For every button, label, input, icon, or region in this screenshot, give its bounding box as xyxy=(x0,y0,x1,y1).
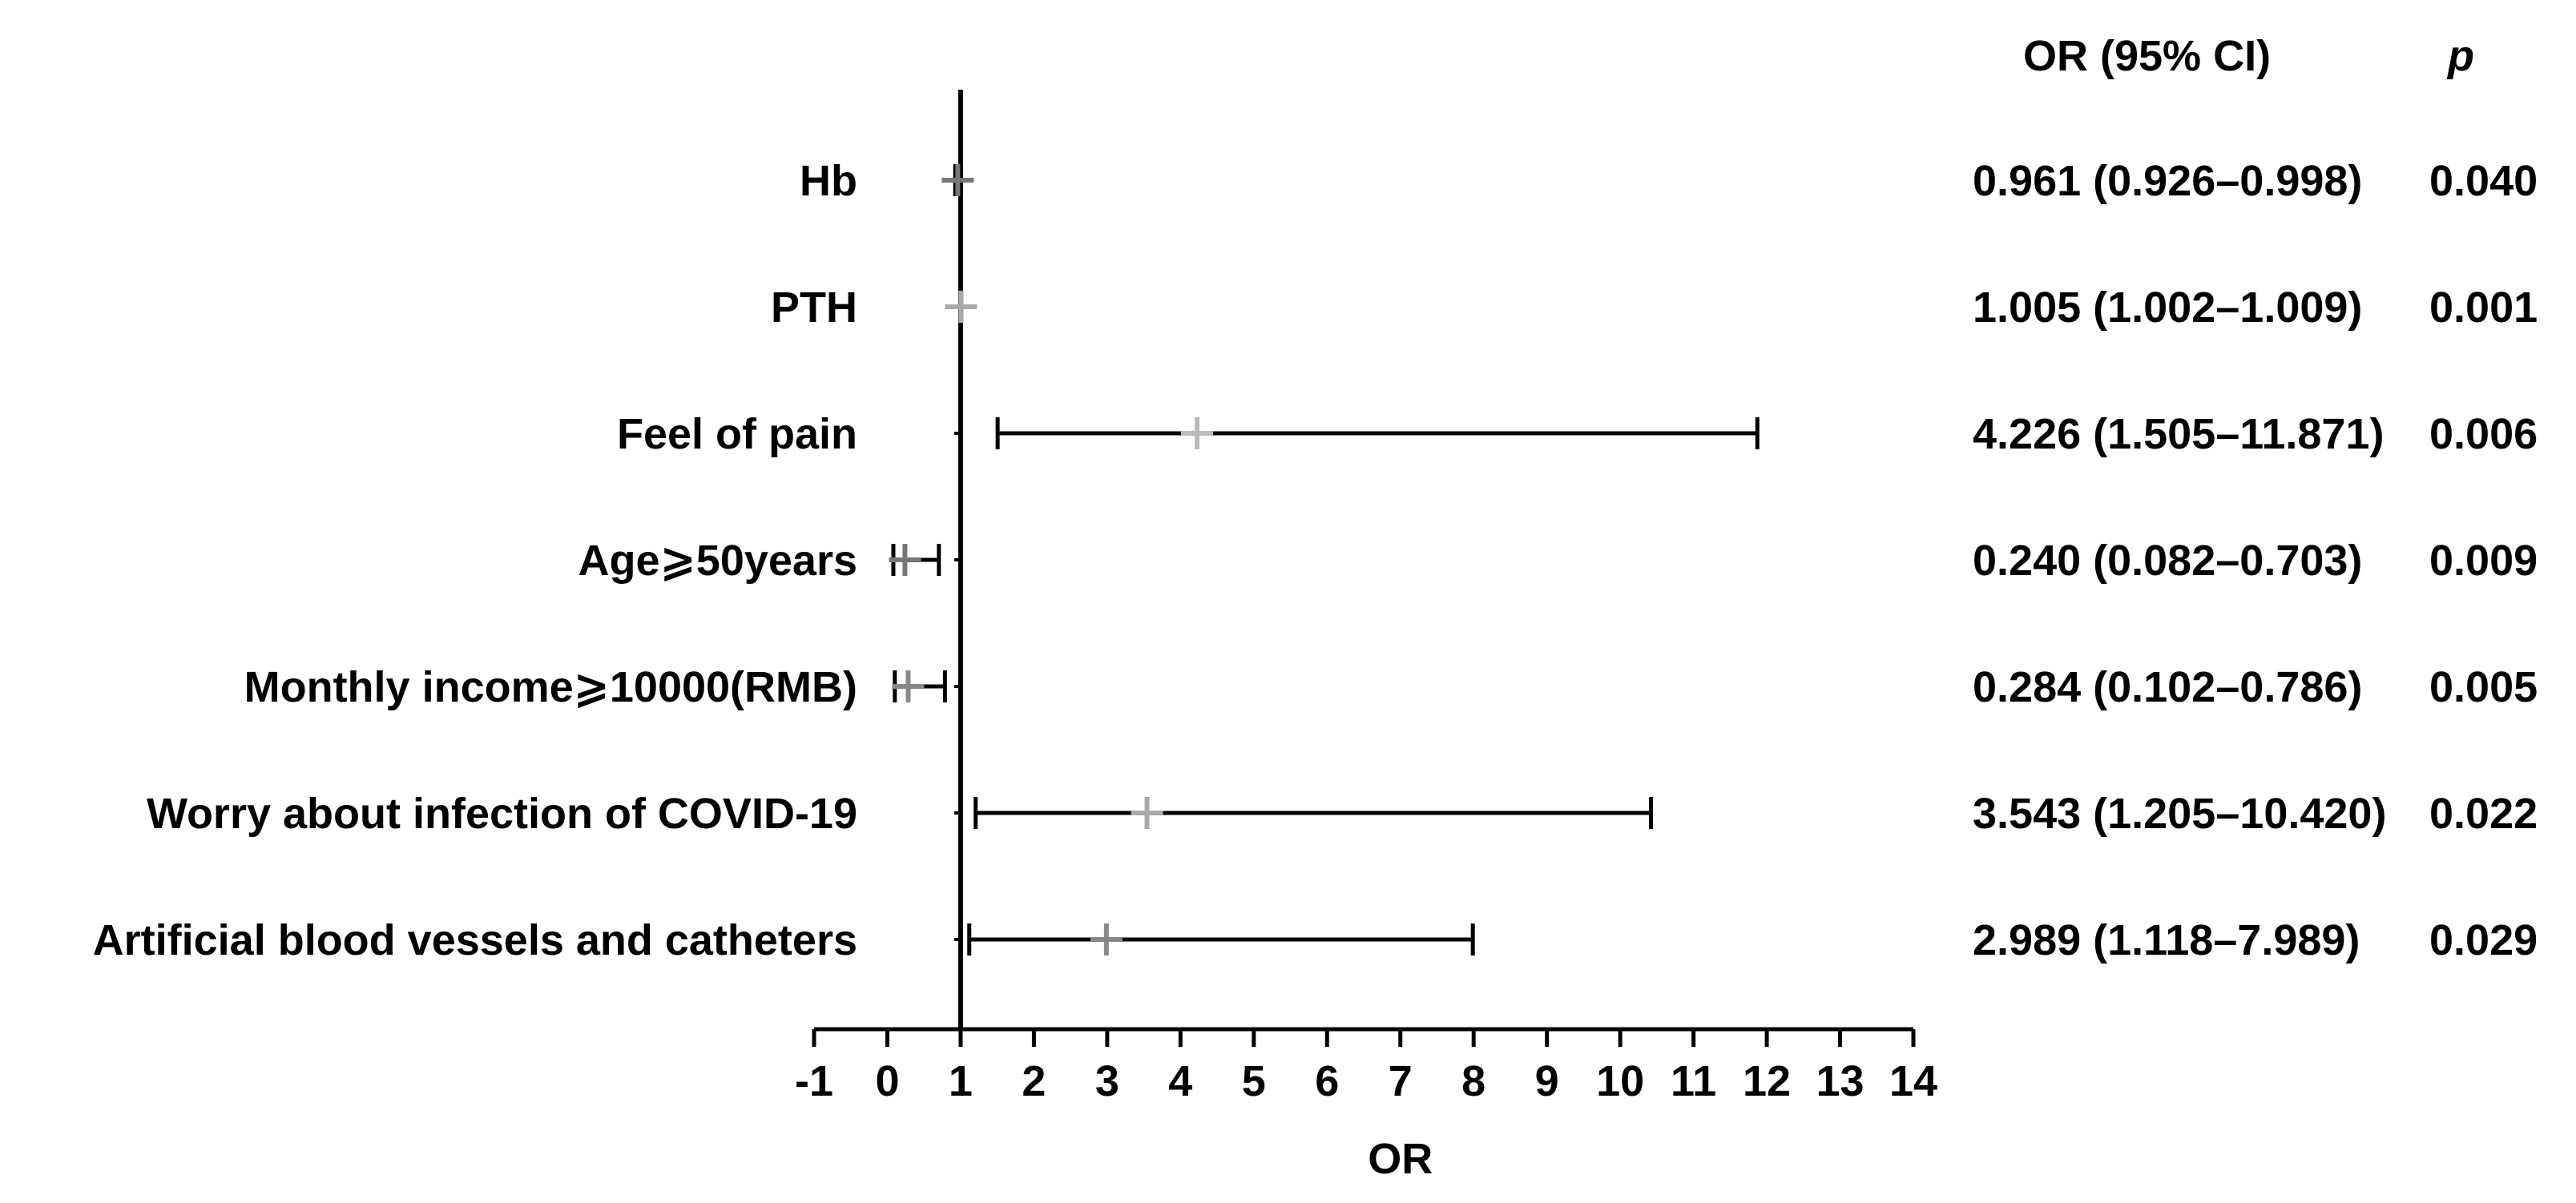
x-tick-label: 1 xyxy=(949,1057,973,1105)
x-tick-label: 5 xyxy=(1242,1057,1266,1105)
x-tick-label: 8 xyxy=(1461,1057,1486,1105)
row-p-value: 0.005 xyxy=(2429,663,2538,711)
x-tick-label: 7 xyxy=(1389,1057,1413,1105)
forest-row: PTH xyxy=(771,284,978,332)
row-p-value: 0.006 xyxy=(2429,410,2538,458)
x-tick-label: 2 xyxy=(1022,1057,1046,1105)
x-tick-label: 12 xyxy=(1743,1057,1791,1105)
row-label: PTH xyxy=(771,284,857,332)
row-p-value: 0.009 xyxy=(2429,537,2538,585)
forest-row: Monthly income⩾10000(RMB) xyxy=(244,663,961,711)
row-or-ci: 4.226 (1.505–11.871) xyxy=(1973,410,2384,458)
x-tick-label: 14 xyxy=(1889,1057,1937,1105)
row-or-ci: 3.543 (1.205–10.420) xyxy=(1973,790,2386,838)
x-tick-label: 0 xyxy=(875,1057,899,1105)
column-header-p: p xyxy=(2446,32,2474,80)
row-label: Worry about infection of COVID-19 xyxy=(147,790,857,838)
x-tick-label: 6 xyxy=(1315,1057,1339,1105)
row-label: Age⩾50years xyxy=(578,537,857,585)
row-p-value: 0.022 xyxy=(2429,790,2538,838)
row-p-value: 0.029 xyxy=(2429,916,2538,964)
row-label: Artificial blood vessels and catheters xyxy=(93,916,857,964)
row-or-ci: 0.961 (0.926–0.998) xyxy=(1973,157,2362,205)
row-p-value: 0.040 xyxy=(2429,157,2538,205)
forest-row: Age⩾50years xyxy=(578,537,961,585)
rows-layer: Hb PTH Feel of pain Age⩾50years Monthly inco… xyxy=(93,157,1760,964)
x-tick-label: 9 xyxy=(1535,1057,1559,1105)
x-tick-label: 4 xyxy=(1168,1057,1192,1105)
x-tick-label: 11 xyxy=(1671,1057,1716,1105)
row-label: Monthly income⩾10000(RMB) xyxy=(244,663,857,711)
table-layer: OR (95% CI) p 0.961 (0.926–0.998) 0.040 1.00… xyxy=(1973,32,2538,964)
row-label: Hb xyxy=(800,157,857,205)
row-or-ci: 1.005 (1.002–1.009) xyxy=(1973,284,2362,332)
x-axis-title: OR xyxy=(1368,1135,1433,1183)
row-or-ci: 0.284 (0.102–0.786) xyxy=(1973,663,2362,711)
forest-row: Feel of pain xyxy=(617,410,1760,458)
x-tick-label: -1 xyxy=(795,1057,833,1105)
forest-row: Artificial blood vessels and catheters xyxy=(93,916,1475,964)
row-or-ci: 2.989 (1.118–7.989) xyxy=(1973,916,2360,964)
x-tick-label: 10 xyxy=(1596,1057,1644,1105)
x-tick-label: 13 xyxy=(1816,1057,1864,1105)
row-or-ci: 0.240 (0.082–0.703) xyxy=(1973,537,2362,585)
column-header-or-ci: OR (95% CI) xyxy=(2023,32,2271,80)
x-tick-label: 3 xyxy=(1095,1057,1119,1105)
forest-row: Worry about infection of COVID-19 xyxy=(147,790,1654,838)
row-label: Feel of pain xyxy=(617,410,857,458)
forest-row: Hb xyxy=(800,157,974,205)
row-p-value: 0.001 xyxy=(2429,284,2538,332)
